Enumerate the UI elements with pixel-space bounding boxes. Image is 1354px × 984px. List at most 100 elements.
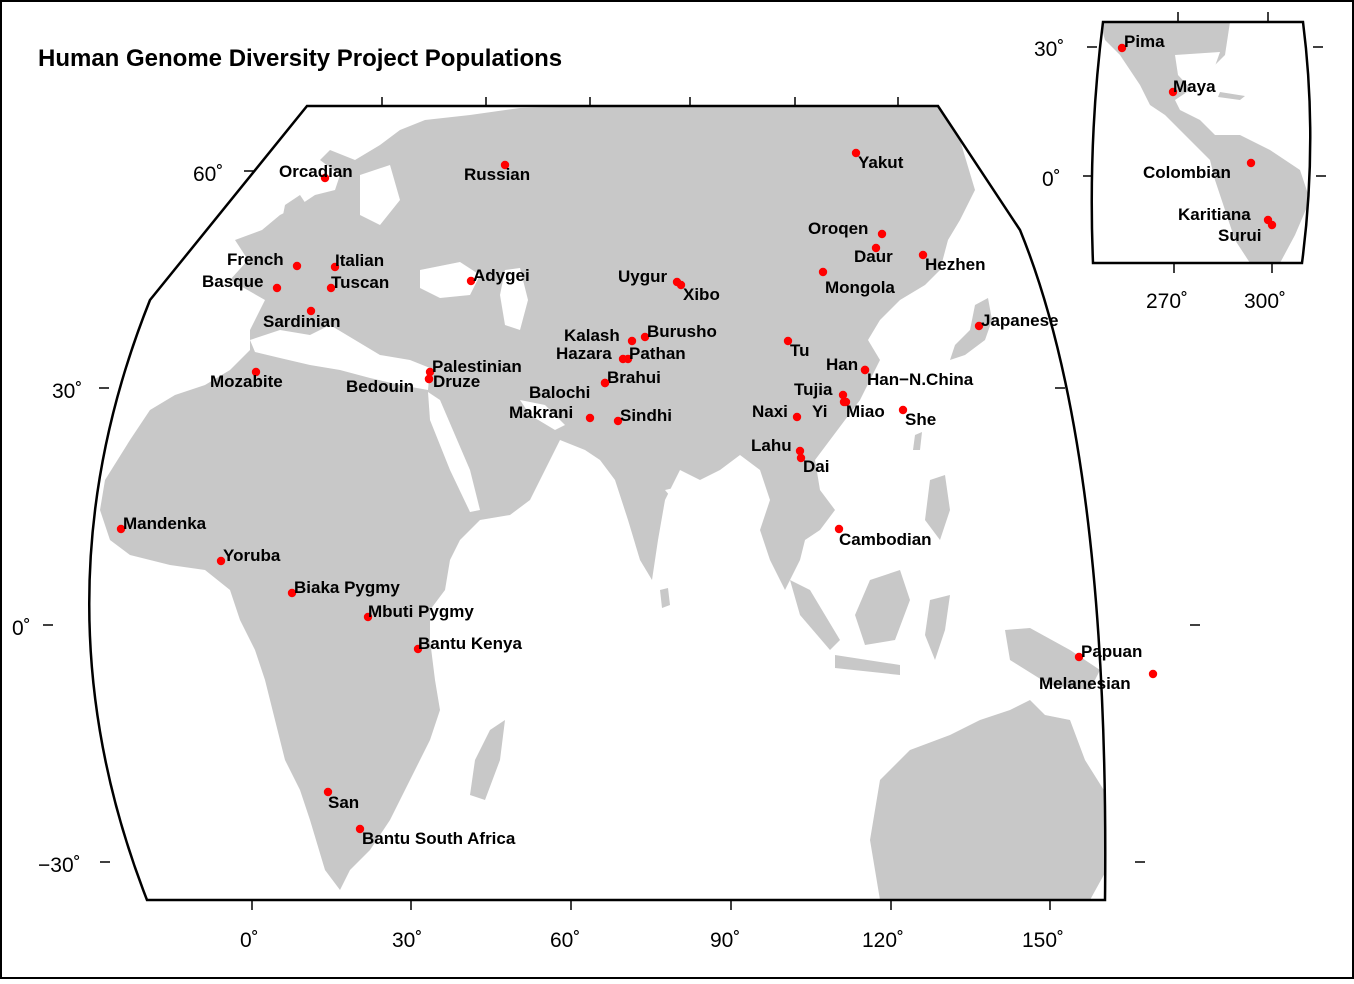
lon-tick-60: 60˚ (550, 929, 580, 952)
population-label-balochi: Balochi (529, 383, 590, 402)
population-label-basque: Basque (202, 272, 263, 291)
population-marker-adygei (466, 276, 476, 286)
population-label-naxi: Naxi (752, 402, 788, 421)
population-marker-colombian (1246, 158, 1256, 168)
lat-tick-0: 0˚ (12, 617, 31, 640)
population-label-yi: Yi (812, 402, 827, 421)
lat-tick-30: 30˚ (52, 380, 82, 403)
population-marker-palestinian (425, 367, 435, 377)
mediterranean-sea (250, 325, 430, 390)
population-label-adygei: Adygei (473, 266, 530, 285)
population-marker-burusho (640, 332, 650, 342)
population-marker-makrani (585, 413, 595, 423)
inset-map-frame (1090, 20, 1312, 265)
main-map-frame (88, 104, 1107, 902)
population-marker-mongola (818, 267, 828, 277)
population-marker-melanesian (1148, 669, 1158, 679)
new-guinea-land (1005, 628, 1100, 690)
population-label-tuscan: Tuscan (331, 273, 389, 292)
lon-tick-30: 30˚ (392, 929, 422, 952)
population-label-xibo: Xibo (683, 285, 720, 304)
red-sea (428, 392, 480, 512)
population-label-surui: Surui (1218, 226, 1261, 245)
inset-ticks (1083, 12, 1326, 273)
population-label-san: San (328, 793, 359, 812)
population-label-yoruba: Yoruba (223, 546, 281, 565)
population-label-kalash: Kalash (564, 326, 620, 345)
lon-tick-120: 120˚ (862, 929, 904, 952)
population-label-biaka-pygmy: Biaka Pygmy (294, 578, 400, 597)
population-label-daur: Daur (854, 247, 893, 266)
population-label-papuan: Papuan (1081, 642, 1142, 661)
population-label-russian: Russian (464, 165, 530, 184)
population-marker-kalash (627, 336, 637, 346)
population-label-han-n-china: Han−N.China (867, 370, 974, 389)
population-marker-maya (1168, 87, 1178, 97)
population-marker-papuan (1074, 652, 1084, 662)
main-side-ticks (43, 170, 1200, 863)
population-label-melanesian: Melanesian (1039, 674, 1131, 693)
main-population-markers: Orcadian Russian Yakut French Italian Basque T… (116, 148, 1158, 848)
population-marker-russian (500, 160, 510, 170)
population-label-mbuti-pygmy: Mbuti Pygmy (368, 602, 474, 621)
population-label-druze: Druze (433, 372, 480, 391)
population-marker-orcadian (320, 173, 330, 183)
caspian-sea (500, 268, 528, 330)
taiwan-land (913, 432, 922, 450)
population-label-mandenka: Mandenka (123, 514, 207, 533)
population-label-tujia: Tujia (794, 380, 833, 399)
population-marker-oroqen (877, 229, 887, 239)
population-label-lahu: Lahu (751, 436, 792, 455)
sri-lanka-land (660, 588, 670, 608)
population-marker-bantu-south-africa (355, 824, 365, 834)
borneo-land (855, 570, 910, 645)
lon-tick-0: 0˚ (240, 929, 259, 952)
population-label-colombian: Colombian (1143, 163, 1231, 182)
population-marker-mandenka (116, 524, 126, 534)
population-label-mongola: Mongola (825, 278, 895, 297)
population-marker-cambodian (834, 524, 844, 534)
population-marker-japanese (974, 321, 984, 331)
population-marker-bedouin (424, 374, 434, 384)
population-label-oroqen: Oroqen (808, 219, 868, 238)
population-marker-miao (841, 397, 851, 407)
population-label-karitiana: Karitiana (1178, 205, 1251, 224)
population-marker-pathan (623, 354, 633, 364)
population-marker-tu (783, 336, 793, 346)
population-marker-han-n-china (860, 365, 870, 375)
population-marker-italian (330, 262, 340, 272)
population-label-hezhen: Hezhen (925, 255, 985, 274)
population-label-uygur: Uygur (618, 267, 668, 286)
main-bottom-ticks (251, 900, 1051, 910)
population-label-orcadian: Orcadian (279, 162, 353, 181)
population-marker-she (898, 405, 908, 415)
lon-tick-90: 90˚ (710, 929, 740, 952)
population-marker-xibo (676, 280, 686, 290)
eurasia-africa-land (100, 106, 975, 890)
population-label-pathan: Pathan (629, 344, 686, 363)
inset-lon-tick-300: 300˚ (1244, 290, 1286, 313)
philippines-land (925, 475, 950, 540)
population-marker-biaka-pygmy (287, 588, 297, 598)
population-label-bantu-south-africa: Bantu South Africa (362, 829, 516, 848)
population-label-cambodian: Cambodian (839, 530, 932, 549)
sumatra-land (790, 580, 840, 650)
baltic-sea (360, 165, 400, 225)
population-label-yakut: Yakut (858, 153, 904, 172)
lat-tick-minus30: −30˚ (38, 854, 81, 877)
population-label-palestinian: Palestinian (432, 357, 522, 376)
gulf-of-mexico (1175, 52, 1220, 88)
population-marker-french (292, 261, 302, 271)
population-label-french: French (227, 250, 284, 269)
population-marker-sardinian (306, 306, 316, 316)
black-sea (420, 262, 480, 298)
population-marker-pima (1117, 43, 1127, 53)
population-label-dai: Dai (803, 457, 829, 476)
population-label-italian: Italian (335, 251, 384, 270)
population-marker-dai (796, 453, 806, 463)
population-label-makrani: Makrani (509, 403, 573, 422)
population-marker-hezhen (918, 250, 928, 260)
bay-of-bengal (665, 470, 745, 520)
population-label-han: Han (826, 355, 858, 374)
